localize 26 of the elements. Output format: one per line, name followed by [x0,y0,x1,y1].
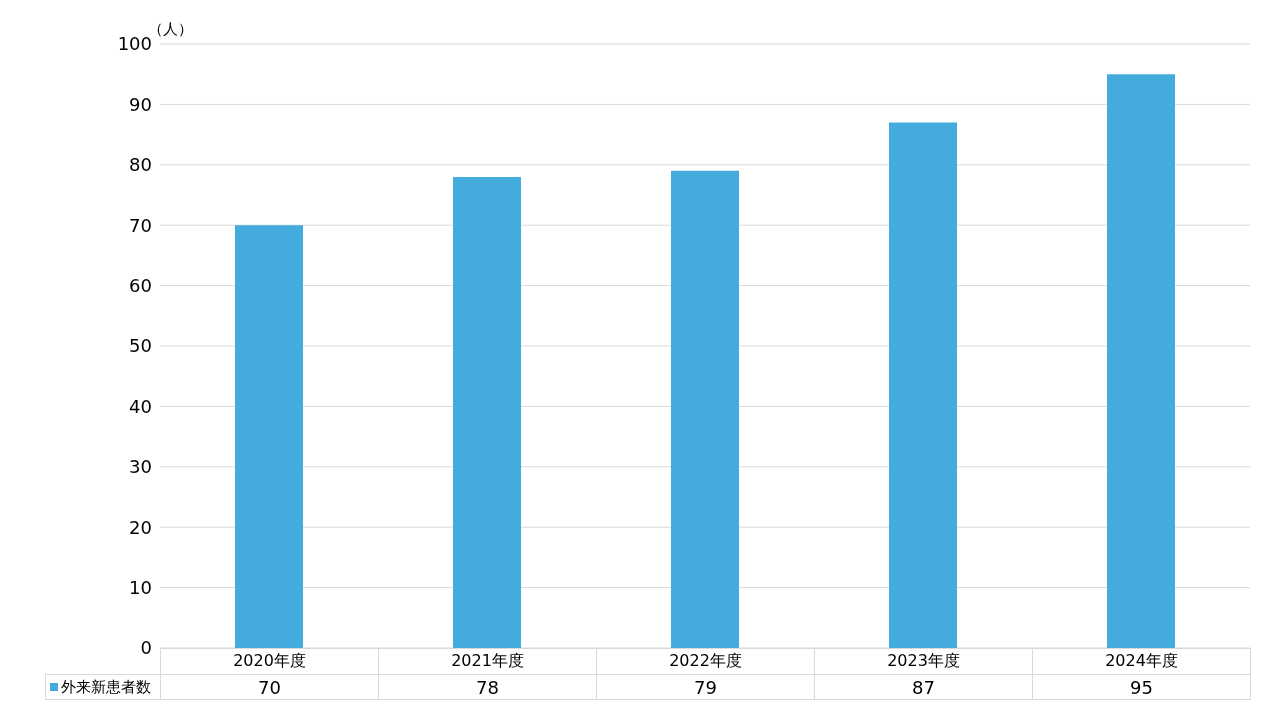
bar [1107,74,1175,648]
x-tick-label: 2022年度 [596,648,815,675]
data-label: 95 [1032,674,1251,700]
x-tick-label: 2023年度 [814,648,1033,675]
y-tick-label: 50 [129,335,152,357]
y-tick-label: 90 [129,93,152,115]
bar [671,170,739,648]
y-tick-label: 10 [129,576,152,598]
data-label: 79 [596,674,815,700]
y-tick-label: 40 [129,395,152,417]
bar [889,122,957,648]
bar [235,225,303,648]
data-label: 87 [814,674,1033,700]
y-tick-label: 30 [129,456,152,478]
y-tick-label: 70 [129,214,152,236]
y-tick-label: 80 [129,154,152,176]
data-label: 78 [378,674,597,700]
x-tick-label: 2020年度 [160,648,379,675]
y-tick-label: 20 [129,516,152,538]
bar [453,176,521,648]
legend-label: 外来新患者数 [45,674,161,700]
y-tick-label: 0 [140,637,152,659]
x-tick-label: 2024年度 [1032,648,1251,675]
y-tick-label: 60 [129,274,152,296]
data-label: 70 [160,674,379,700]
x-tick-label: 2021年度 [378,648,597,675]
